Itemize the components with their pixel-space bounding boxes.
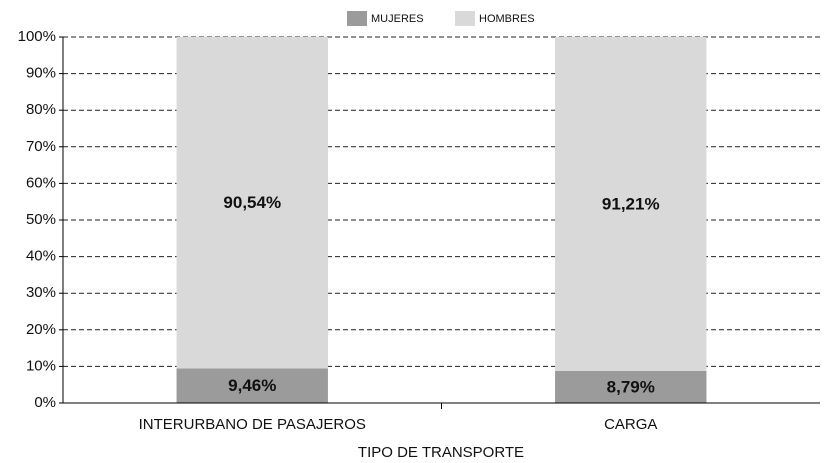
bar-segment — [555, 370, 707, 403]
value-label: 90,54% — [223, 193, 281, 212]
bar-segment — [176, 368, 328, 403]
legend-swatch — [347, 11, 367, 26]
y-tick-label: 30% — [26, 284, 56, 301]
y-tick-label: 10% — [26, 357, 56, 374]
y-tick-label: 70% — [26, 138, 56, 155]
legend-swatch — [455, 11, 475, 26]
bar-segment — [176, 37, 328, 369]
y-tick-label: 100% — [18, 28, 56, 45]
value-label: 8,79% — [607, 377, 655, 396]
y-tick-label: 90% — [26, 65, 56, 82]
y-tick-label: 50% — [26, 211, 56, 228]
x-tick-label: CARGA — [604, 416, 657, 433]
y-tick-label: 20% — [26, 321, 56, 338]
value-label: 91,21% — [602, 194, 660, 213]
value-label: 9,46% — [228, 376, 276, 395]
bar-segment — [555, 37, 707, 371]
y-tick-label: 0% — [34, 394, 56, 411]
x-axis-label: TIPO DE TRANSPORTE — [358, 444, 524, 461]
legend-label: MUJERES — [371, 13, 424, 25]
y-tick-label: 40% — [26, 248, 56, 265]
legend-label: HOMBRES — [479, 13, 535, 25]
y-tick-label: 80% — [26, 101, 56, 118]
x-tick-label: INTERURBANO DE PASAJEROS — [139, 416, 366, 433]
y-tick-label: 60% — [26, 174, 56, 191]
